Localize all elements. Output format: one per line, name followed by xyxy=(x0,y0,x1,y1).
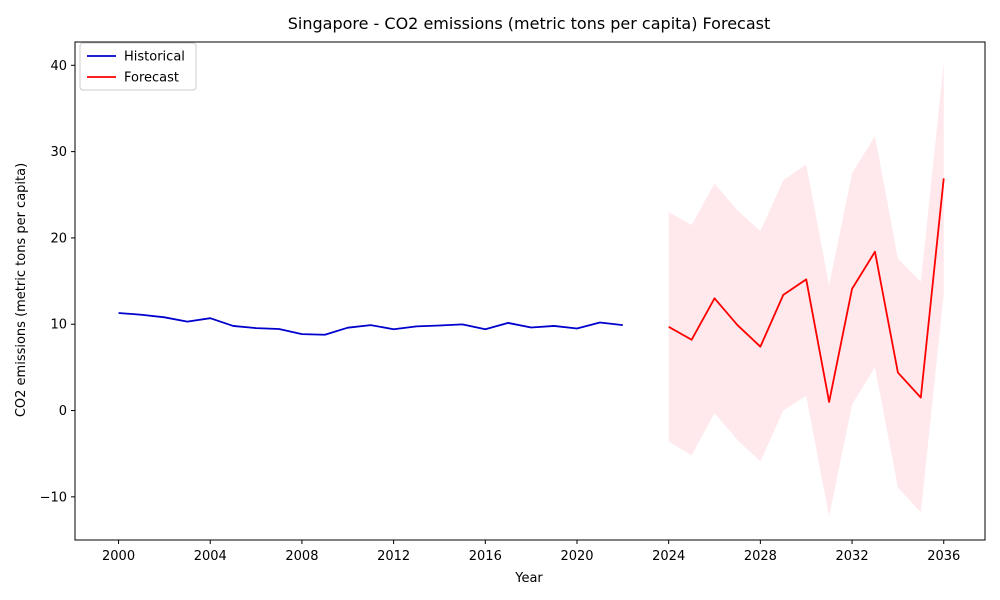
forecast-data-point xyxy=(803,276,809,282)
historical-data-point xyxy=(597,320,603,326)
historical-data-point xyxy=(276,326,282,332)
x-tick-label: 2016 xyxy=(469,549,502,564)
historical-data-point xyxy=(345,325,351,331)
historical-data-point xyxy=(184,319,190,325)
y-axis-label: CO2 emissions (metric tons per capita) xyxy=(14,163,29,417)
plot-area xyxy=(74,41,986,541)
forecast-confidence-band xyxy=(668,62,944,517)
y-axis: −10 0 10 20 30 40 xyxy=(40,59,75,505)
x-tick-label: 2012 xyxy=(377,549,410,564)
forecast-data-point xyxy=(712,295,718,301)
y-tick-label: 30 xyxy=(50,145,67,160)
x-tick-label: 2028 xyxy=(744,549,777,564)
x-tick-label: 2004 xyxy=(194,549,227,564)
forecast-data-point xyxy=(780,292,786,298)
y-tick-label: 40 xyxy=(50,59,67,74)
historical-data-point xyxy=(391,326,397,332)
historical-data-point xyxy=(482,326,488,332)
historical-data-point xyxy=(459,321,465,327)
legend-box xyxy=(79,42,197,91)
x-tick-label: 2024 xyxy=(652,549,685,564)
forecast-data-point xyxy=(757,344,763,350)
y-tick-label: 0 xyxy=(59,404,67,419)
legend-label-forecast: Forecast xyxy=(124,71,179,86)
historical-data-point xyxy=(436,323,442,329)
forecast-series-line xyxy=(668,178,945,403)
historical-data-point xyxy=(253,325,259,331)
forecast-data-point xyxy=(941,175,947,181)
historical-data-point xyxy=(299,331,305,337)
historical-data-point xyxy=(368,322,374,328)
forecast-data-point xyxy=(895,370,901,376)
x-tick-label: 2020 xyxy=(560,549,593,564)
historical-data-point xyxy=(505,320,511,326)
forecast-data-point xyxy=(666,324,672,330)
x-axis-label: Year xyxy=(514,571,543,586)
historical-data-point xyxy=(116,310,122,316)
forecast-data-point xyxy=(918,395,924,401)
historical-data-point xyxy=(620,322,626,328)
forecast-data-point xyxy=(872,249,878,255)
x-tick-label: 2008 xyxy=(285,549,318,564)
legend: Historical Forecast xyxy=(79,42,197,91)
historical-data-point xyxy=(207,315,213,321)
forecast-data-point xyxy=(689,337,695,343)
forecast-data-point xyxy=(826,399,832,405)
historical-data-point xyxy=(322,332,328,338)
plot-frame xyxy=(74,41,986,541)
historical-data-point xyxy=(161,314,167,320)
historical-data-point xyxy=(551,323,557,329)
historical-data-point xyxy=(414,323,420,329)
legend-label-historical: Historical xyxy=(124,50,185,65)
forecast-data-point xyxy=(734,322,740,328)
forecast-data-point xyxy=(849,286,855,292)
x-tick-label: 2000 xyxy=(102,549,135,564)
y-tick-label: 10 xyxy=(50,318,67,333)
chart-title: Singapore - CO2 emissions (metric tons p… xyxy=(288,14,771,33)
historical-series-line xyxy=(118,312,623,336)
historical-data-point xyxy=(230,323,236,329)
historical-data-point xyxy=(528,325,534,331)
x-tick-label: 2036 xyxy=(927,549,960,564)
historical-data-point xyxy=(138,312,144,318)
y-tick-label: 20 xyxy=(50,231,67,246)
x-tick-label: 2032 xyxy=(836,549,869,564)
y-tick-label: −10 xyxy=(40,490,67,505)
series-layer xyxy=(116,62,947,517)
historical-data-point xyxy=(574,326,580,332)
x-axis: 2000 2004 2008 2012 2016 2020 2024 2028 2032 2036 xyxy=(102,540,960,564)
